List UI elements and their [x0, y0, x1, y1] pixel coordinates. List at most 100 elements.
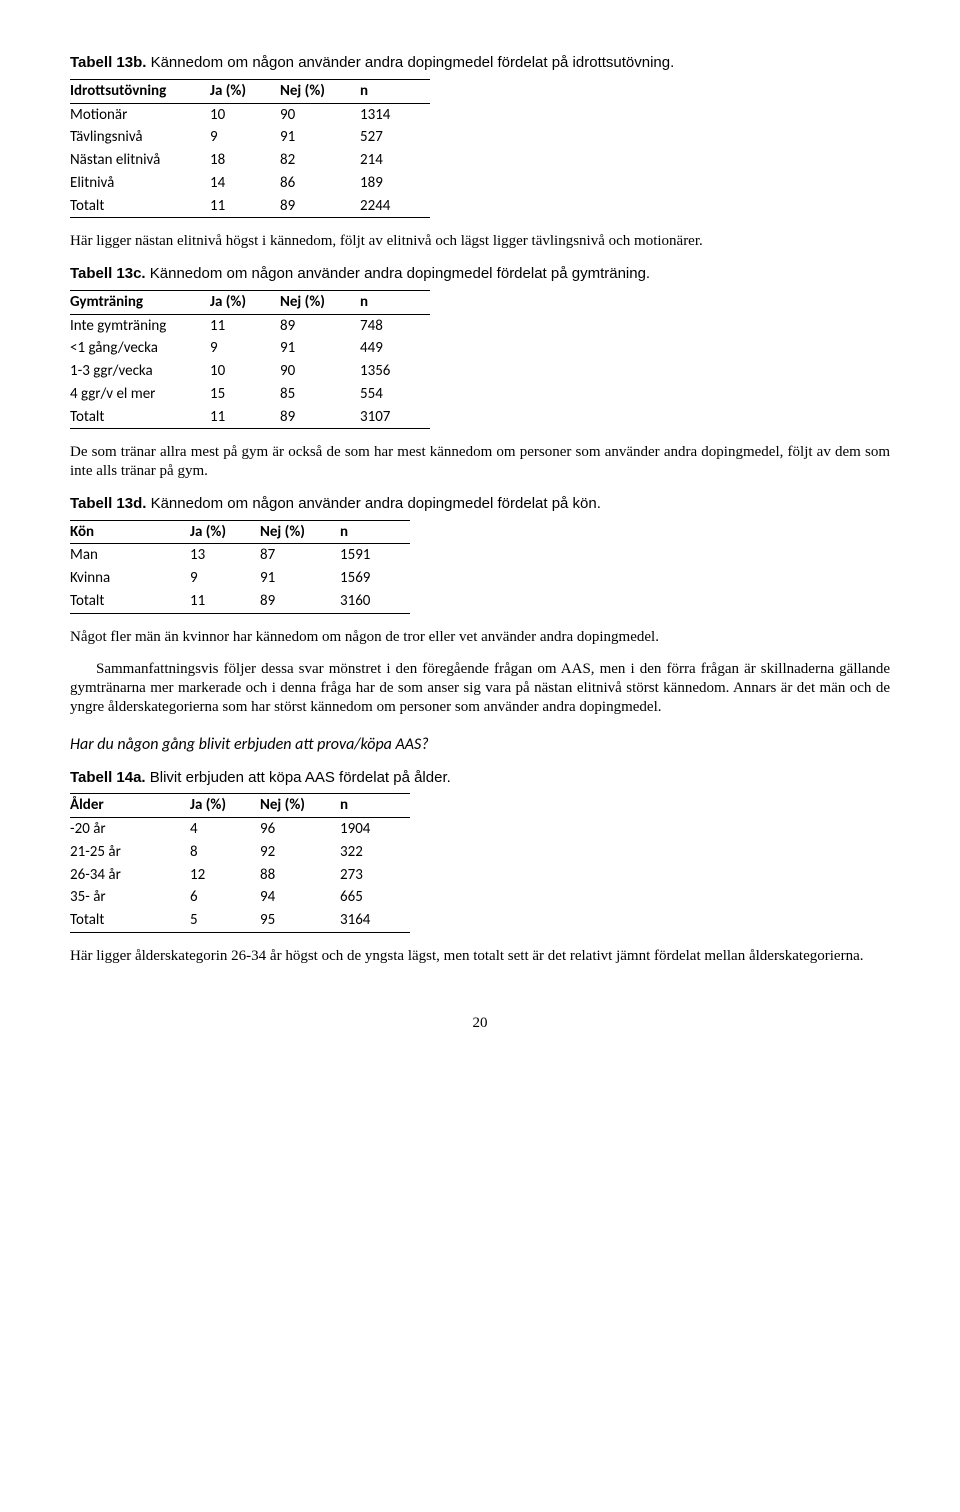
table-cell: Elitnivå [70, 172, 210, 195]
table-header: Nej (%) [260, 520, 340, 544]
table-row: Totalt11893107 [70, 406, 430, 429]
table-cell: 35- år [70, 886, 190, 909]
table-cell: -20 år [70, 818, 190, 841]
table-cell: 82 [280, 149, 360, 172]
caption-rest: Kännedom om någon använder andra dopingm… [146, 495, 601, 512]
table-row: Elitnivå1486189 [70, 172, 430, 195]
page-number: 20 [70, 1014, 890, 1033]
table-cell: 2244 [360, 195, 430, 218]
table-row: 26-34 år1288273 [70, 864, 410, 887]
table-13d: KönJa (%)Nej (%)nMan13871591Kvinna991156… [70, 520, 410, 614]
para-13b: Här ligger nästan elitnivå högst i känne… [70, 232, 890, 251]
table-cell: 322 [340, 841, 410, 864]
caption-bold: Tabell 13d. [70, 495, 146, 512]
table-header: Nej (%) [260, 794, 340, 818]
table-cell: 14 [210, 172, 280, 195]
table-row: Tävlingsnivå991527 [70, 126, 430, 149]
table-header: Nej (%) [280, 290, 360, 314]
table-cell: 3160 [340, 590, 410, 613]
table-cell: 90 [280, 103, 360, 126]
table-cell: 87 [260, 544, 340, 567]
table-caption-14a: Tabell 14a. Blivit erbjuden att köpa AAS… [70, 769, 890, 788]
table-cell: 748 [360, 314, 430, 337]
table-row: Nästan elitnivå1882214 [70, 149, 430, 172]
table-cell: 9 [210, 126, 280, 149]
table-cell: 91 [280, 126, 360, 149]
table-cell: 85 [280, 383, 360, 406]
para-13d-1: Något fler män än kvinnor har kännedom o… [70, 628, 890, 647]
caption-rest: Blivit erbjuden att köpa AAS fördelat på… [146, 769, 451, 786]
table-header: n [360, 79, 430, 103]
table-cell: Nästan elitnivå [70, 149, 210, 172]
para-13d-2: Sammanfattningsvis följer dessa svar mön… [70, 660, 890, 716]
table-cell: 1569 [340, 567, 410, 590]
table-cell: <1 gång/vecka [70, 337, 210, 360]
table-row: Totalt5953164 [70, 909, 410, 932]
table-row: <1 gång/vecka991449 [70, 337, 430, 360]
table-row: 35- år694665 [70, 886, 410, 909]
caption-bold: Tabell 13b. [70, 54, 146, 71]
table-13b: IdrottsutövningJa (%)Nej (%)nMotionär109… [70, 79, 430, 219]
table-row: -20 år4961904 [70, 818, 410, 841]
table-header: Ja (%) [190, 794, 260, 818]
table-cell: 11 [190, 590, 260, 613]
table-cell: Man [70, 544, 190, 567]
table-cell: 6 [190, 886, 260, 909]
table-cell: Totalt [70, 195, 210, 218]
table-cell: 90 [280, 360, 360, 383]
table-cell: 91 [260, 567, 340, 590]
table-cell: 9 [190, 567, 260, 590]
table-cell: Totalt [70, 909, 190, 932]
table-caption-13c: Tabell 13c. Kännedom om någon använder a… [70, 265, 890, 284]
table-cell: 92 [260, 841, 340, 864]
table-header: Ålder [70, 794, 190, 818]
table-row: Man13871591 [70, 544, 410, 567]
table-header: Ja (%) [190, 520, 260, 544]
table-cell: 273 [340, 864, 410, 887]
table-cell: 10 [210, 103, 280, 126]
question-14: Har du någon gång blivit erbjuden att pr… [70, 735, 890, 755]
table-cell: 1356 [360, 360, 430, 383]
table-cell: Inte gymträning [70, 314, 210, 337]
table-cell: 94 [260, 886, 340, 909]
table-cell: 449 [360, 337, 430, 360]
caption-rest: Kännedom om någon använder andra dopingm… [146, 265, 651, 282]
table-row: 21-25 år892322 [70, 841, 410, 864]
table-cell: 527 [360, 126, 430, 149]
table-cell: 1314 [360, 103, 430, 126]
table-cell: 9 [210, 337, 280, 360]
para-14a: Här ligger ålderskategorin 26-34 år högs… [70, 947, 890, 966]
table-cell: 1-3 ggr/vecka [70, 360, 210, 383]
table-cell: 88 [260, 864, 340, 887]
table-cell: 11 [210, 195, 280, 218]
table-14a: ÅlderJa (%)Nej (%)n-20 år496190421-25 år… [70, 793, 410, 933]
table-cell: 18 [210, 149, 280, 172]
table-cell: 89 [280, 314, 360, 337]
table-cell: 1904 [340, 818, 410, 841]
table-cell: 13 [190, 544, 260, 567]
table-cell: 3107 [360, 406, 430, 429]
table-header: Nej (%) [280, 79, 360, 103]
table-cell: 554 [360, 383, 430, 406]
table-cell: 91 [280, 337, 360, 360]
table-row: Totalt11892244 [70, 195, 430, 218]
table-cell: 96 [260, 818, 340, 841]
table-cell: 3164 [340, 909, 410, 932]
table-cell: 12 [190, 864, 260, 887]
table-cell: 89 [280, 406, 360, 429]
table-cell: 89 [280, 195, 360, 218]
table-cell: 11 [210, 314, 280, 337]
caption-bold: Tabell 14a. [70, 769, 146, 786]
table-header: n [340, 520, 410, 544]
table-cell: 665 [340, 886, 410, 909]
table-cell: 26-34 år [70, 864, 190, 887]
caption-bold: Tabell 13c. [70, 265, 146, 282]
caption-rest: Kännedom om någon använder andra dopingm… [146, 54, 674, 71]
table-row: Kvinna9911569 [70, 567, 410, 590]
table-caption-13b: Tabell 13b. Kännedom om någon använder a… [70, 54, 890, 73]
table-cell: 4 [190, 818, 260, 841]
table-header: Idrottsutövning [70, 79, 210, 103]
table-header: n [340, 794, 410, 818]
table-row: Motionär10901314 [70, 103, 430, 126]
table-row: 4 ggr/v el mer1585554 [70, 383, 430, 406]
